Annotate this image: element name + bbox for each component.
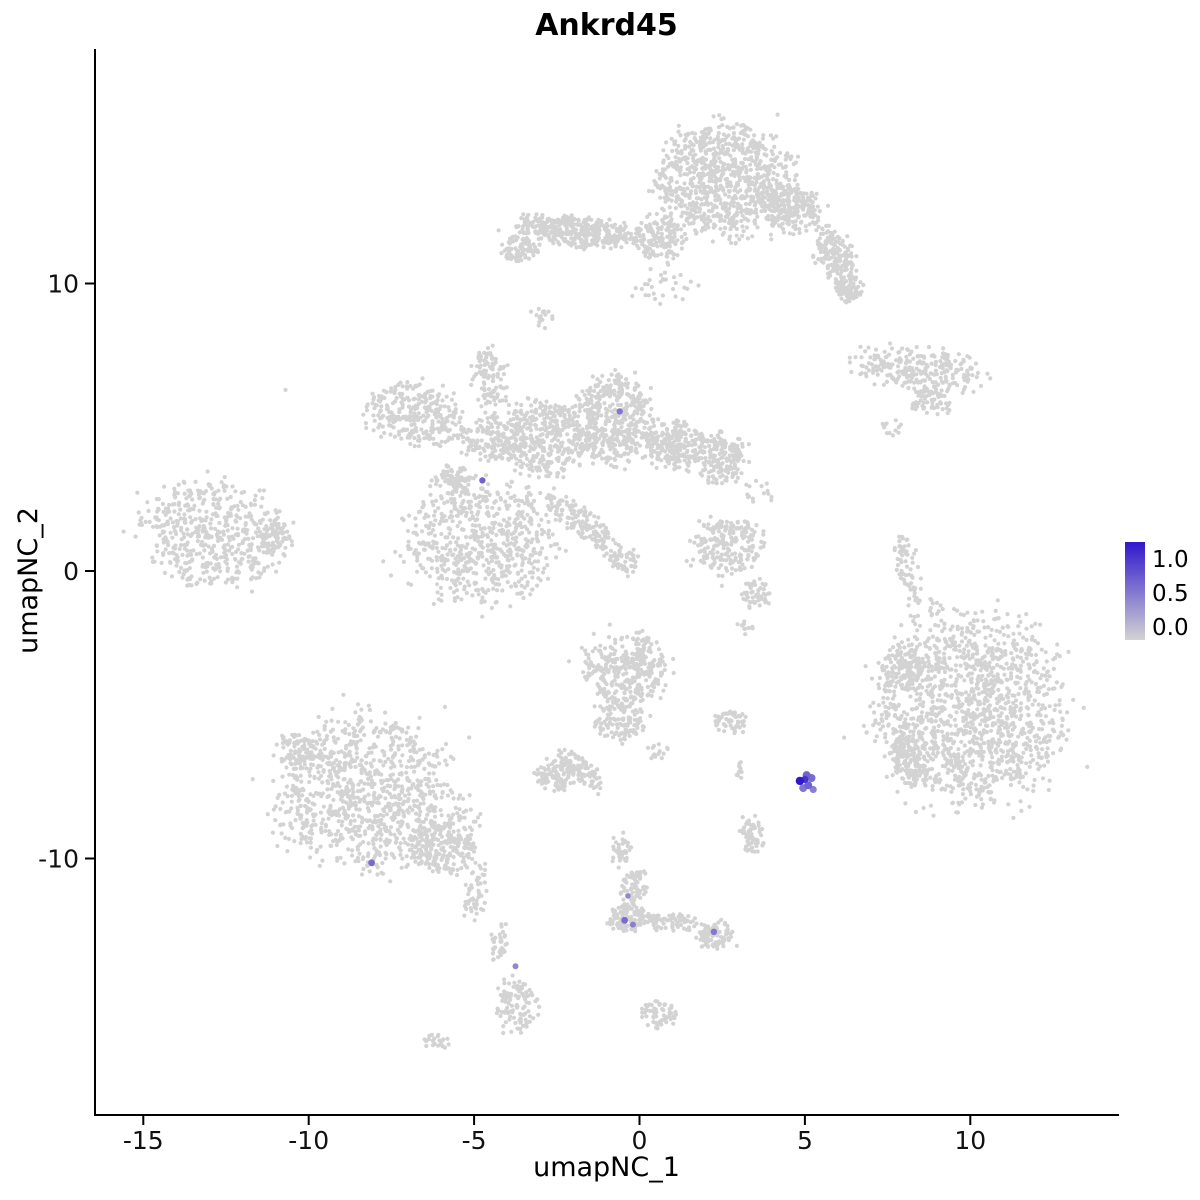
y-axis-label: umapNC_2 (12, 506, 44, 654)
x-tick-label: -15 (123, 1126, 164, 1155)
legend-gradient-bar (1125, 542, 1145, 640)
gray-points (121, 112, 1090, 1050)
y-tick-label: -10 (38, 845, 79, 874)
x-axis-label: umapNC_1 (533, 1152, 680, 1183)
plot-title: Ankrd45 (535, 8, 678, 43)
axis-lines (85, 49, 1119, 1125)
legend-label-high: 1.0 (1152, 546, 1189, 573)
expressing-cell (795, 776, 805, 786)
y-tick-label: 0 (63, 557, 79, 586)
x-tick-label: 5 (797, 1126, 813, 1155)
expressing-points (368, 408, 817, 970)
x-tick-label: 10 (954, 1126, 986, 1155)
expressing-cell (804, 781, 813, 790)
legend-label-mid: 0.5 (1152, 580, 1189, 607)
expressing-cell (629, 921, 636, 928)
expressing-cell (368, 859, 375, 867)
expressing-cell (710, 928, 718, 935)
expressing-cell (625, 893, 631, 899)
x-tick-label: -10 (288, 1126, 329, 1155)
x-tick-label: 0 (632, 1126, 648, 1155)
expressing-cell (621, 916, 628, 924)
x-tick-label: -5 (462, 1126, 487, 1155)
expressing-cell (479, 477, 486, 484)
expression-legend: 1.0 0.5 0.0 (1125, 542, 1200, 642)
expressing-cell (809, 785, 817, 794)
tick-labels: -15 -10 -5 0 5 10 -10 0 10 (38, 270, 986, 1156)
y-axis-label-wrap: umapNC_2 (0, 0, 56, 1160)
legend-label-low: 0.0 (1152, 615, 1189, 642)
y-tick-label: 10 (47, 270, 79, 299)
expressing-cell (512, 963, 519, 970)
expressing-cell (616, 408, 623, 415)
